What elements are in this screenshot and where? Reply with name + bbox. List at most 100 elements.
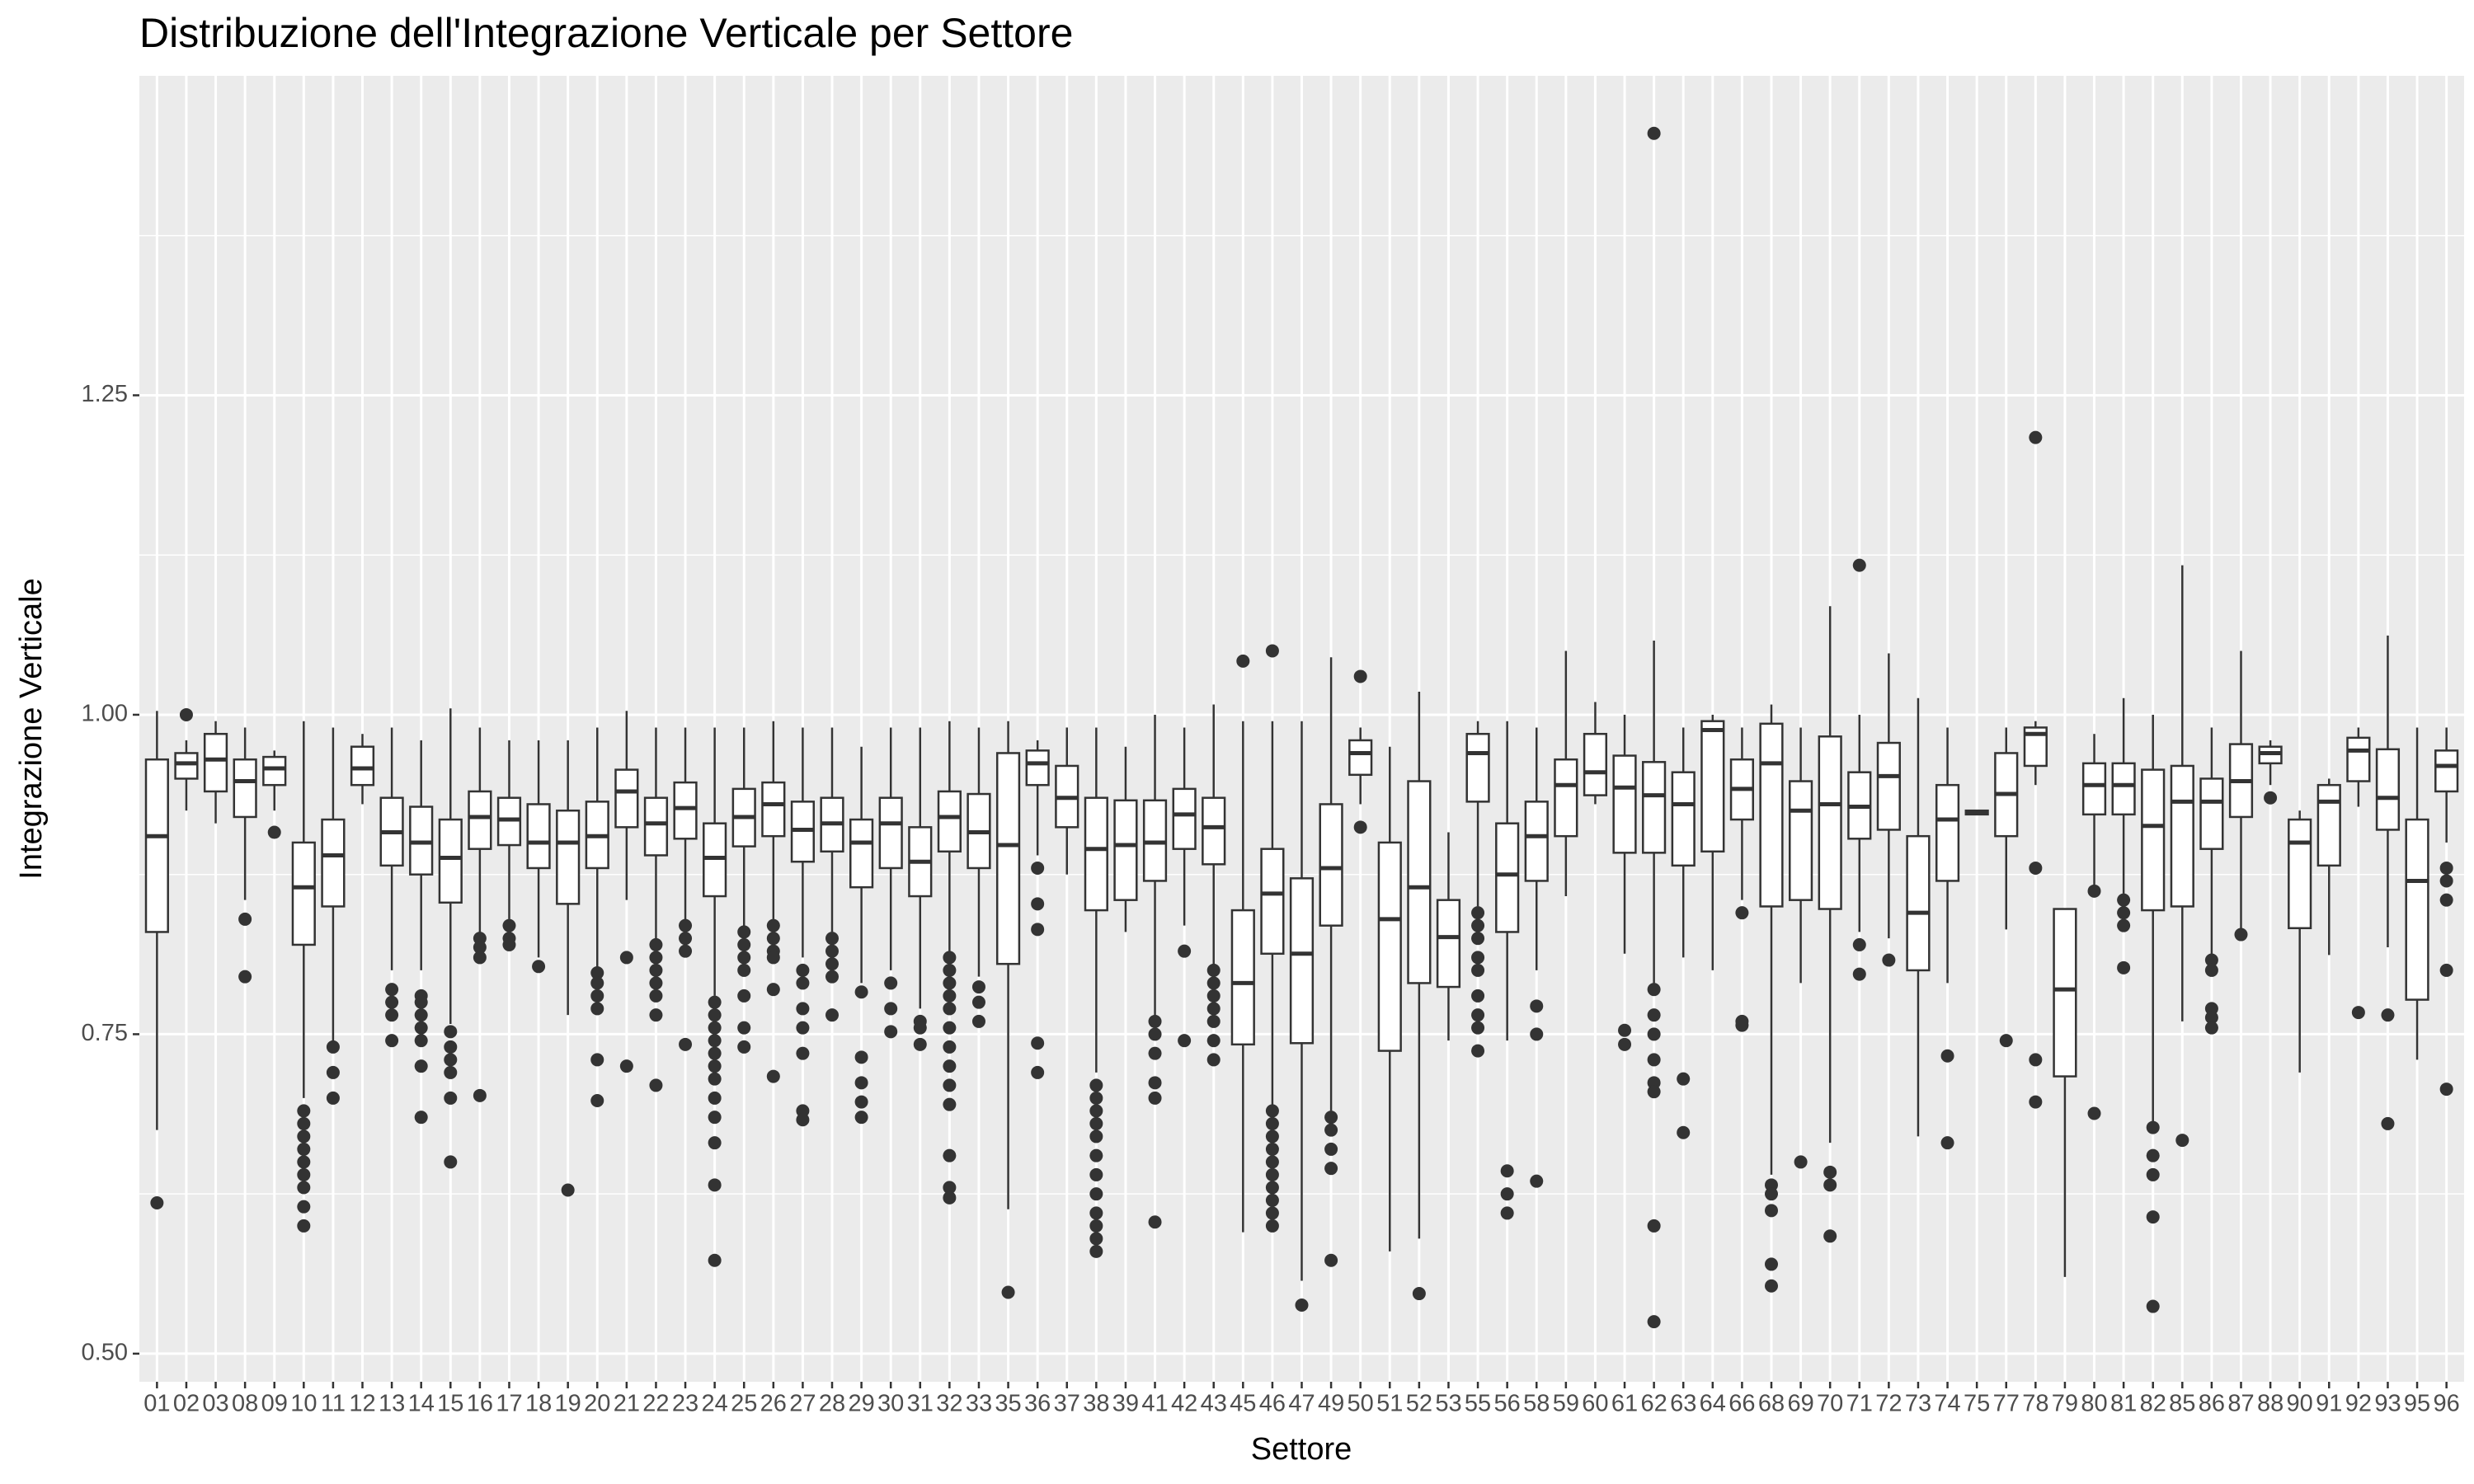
outlier: [1089, 1232, 1103, 1246]
box: [1084, 796, 1108, 912]
box-group: [790, 727, 816, 1127]
box: [556, 809, 581, 905]
x-tick-label: 95: [2404, 1391, 2430, 1417]
x-tick-label: 74: [1934, 1391, 1960, 1417]
box-group: [1202, 704, 1226, 1067]
x-tick-label: 73: [1905, 1391, 1931, 1417]
box: [144, 758, 169, 933]
outlier: [708, 1046, 722, 1060]
outlier: [1206, 1002, 1221, 1016]
box: [2346, 736, 2371, 782]
outlier: [1324, 1162, 1338, 1176]
x-tick-label: 88: [2257, 1391, 2284, 1417]
box-group: [585, 727, 609, 1108]
outlier: [297, 1200, 311, 1214]
outlier: [297, 1181, 311, 1195]
outlier: [1940, 1049, 1954, 1063]
box-group: [2405, 727, 2429, 1060]
box-group: [1964, 809, 1989, 816]
outlier: [444, 1025, 458, 1039]
outlier: [708, 995, 722, 1009]
x-tick-label: 10: [290, 1391, 317, 1417]
outlier: [1265, 1167, 1279, 1181]
box-group: [438, 708, 463, 1169]
x-tick-label: 24: [701, 1391, 727, 1417]
box: [937, 790, 962, 853]
outlier: [708, 1008, 722, 1022]
outlier: [854, 1050, 868, 1064]
outlier: [1001, 1285, 1015, 1299]
outlier: [708, 1072, 722, 1086]
outlier: [590, 1002, 604, 1016]
outlier: [2204, 963, 2218, 977]
outlier: [679, 1037, 693, 1051]
box: [849, 818, 874, 889]
y-tick-label: 1.00: [82, 701, 128, 727]
outlier: [502, 937, 516, 951]
box: [1260, 848, 1285, 956]
box: [1172, 787, 1197, 850]
x-tick-label: 80: [2081, 1391, 2107, 1417]
box-group: [1055, 727, 1079, 875]
x-tick-label: 03: [202, 1391, 228, 1417]
outlier: [2439, 861, 2453, 875]
outlier: [2204, 953, 2218, 967]
box-group: [1348, 669, 1373, 834]
box-group: [1377, 746, 1402, 1252]
outlier: [590, 966, 604, 980]
outlier: [2117, 918, 2131, 932]
x-tick-label: 66: [1729, 1391, 1755, 1417]
outlier: [502, 918, 516, 932]
x-tick-label: 25: [731, 1391, 757, 1417]
outlier: [1178, 1034, 1192, 1048]
x-tick-label: 39: [1112, 1391, 1139, 1417]
outlier: [1852, 558, 1866, 572]
outlier: [708, 1253, 722, 1267]
x-tick-label: 33: [966, 1391, 992, 1417]
x-tick-label: 42: [1171, 1391, 1197, 1417]
outlier: [1500, 1187, 1514, 1201]
x-tick-label: 77: [1993, 1391, 2020, 1417]
outlier: [1764, 1257, 1778, 1271]
box-group: [1172, 727, 1197, 1048]
outlier: [766, 918, 780, 932]
outlier: [2146, 1167, 2160, 1181]
y-tick-label: 0.75: [82, 1020, 128, 1046]
outlier: [414, 1021, 428, 1035]
box: [1524, 801, 1549, 882]
outlier: [1735, 1018, 1749, 1032]
box-group: [1465, 721, 1490, 1058]
box-group: [1084, 727, 1108, 1258]
box: [2375, 748, 2401, 831]
box-group: [1583, 702, 1608, 805]
box-group: [1759, 704, 1784, 1293]
x-tick-label: 36: [1024, 1391, 1051, 1417]
x-tick-label: 52: [1406, 1391, 1432, 1417]
outlier: [2381, 1008, 2395, 1022]
outlier: [2381, 1116, 2395, 1130]
box-group: [1642, 126, 1667, 1329]
outlier: [679, 918, 693, 932]
box-group: [496, 740, 522, 951]
box-group: [203, 721, 228, 824]
outlier: [2439, 893, 2453, 907]
box: [2199, 777, 2224, 850]
box-group: [2141, 714, 2166, 1313]
box-group: [2023, 430, 2048, 1109]
outlier: [796, 1021, 810, 1035]
outlier: [971, 1014, 985, 1028]
x-tick-label: 20: [584, 1391, 610, 1417]
box-group: [2228, 650, 2254, 942]
outlier: [1794, 1155, 1808, 1169]
box-group: [1847, 558, 1872, 981]
box-group: [262, 750, 287, 839]
outlier: [1089, 1078, 1103, 1092]
outlier: [854, 1095, 868, 1109]
x-tick-label: 16: [467, 1391, 493, 1417]
x-tick-label: 51: [1376, 1391, 1403, 1417]
box-group: [468, 727, 492, 1102]
outlier: [708, 1178, 722, 1192]
outlier: [943, 1190, 957, 1205]
box: [291, 841, 316, 946]
x-tick-label: 15: [437, 1391, 463, 1417]
